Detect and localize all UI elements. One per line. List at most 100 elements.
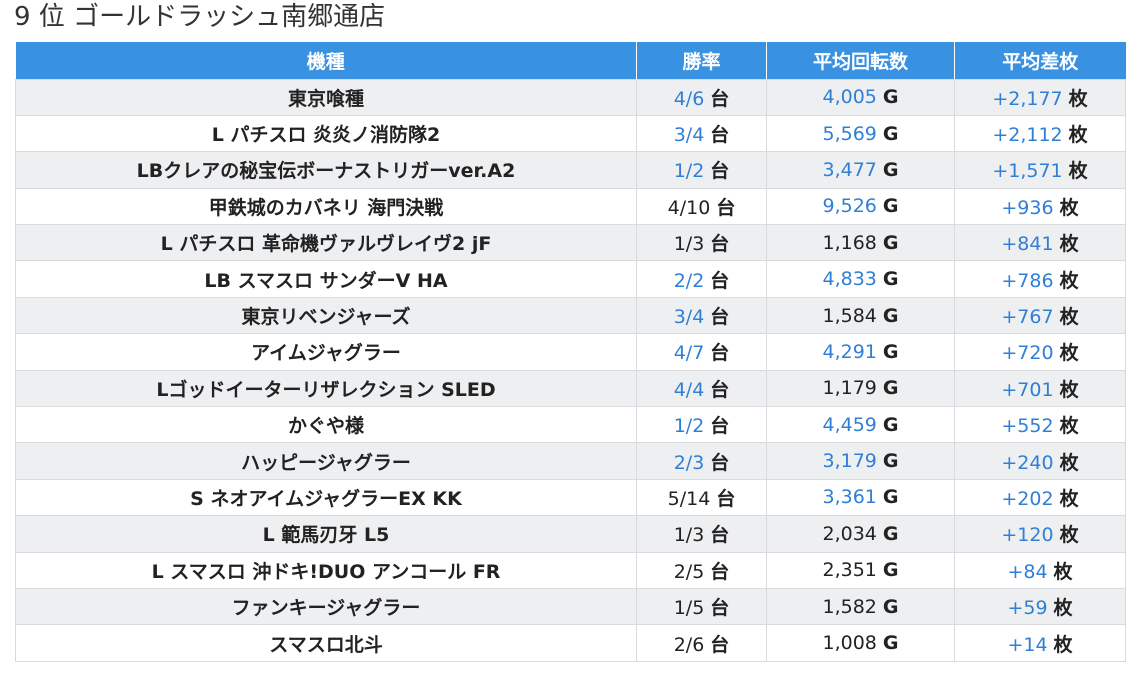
avg-diff-value[interactable]: +552	[1001, 415, 1054, 438]
machine-name-cell: かぐや様	[15, 406, 637, 444]
win-rate-value[interactable]: 4/7	[673, 342, 705, 365]
machine-name-cell: スマスロ北斗	[15, 624, 637, 662]
win-rate-value: 1/5	[673, 597, 705, 620]
machine-name[interactable]: スマスロ北斗	[269, 633, 383, 656]
machine-name[interactable]: かぐや様	[287, 415, 364, 438]
avg-diff-unit: 枚	[1068, 87, 1088, 110]
win-rate-value[interactable]: 4/6	[673, 87, 705, 110]
avg-spins-value[interactable]: 5,569	[822, 122, 877, 145]
avg-spins-value[interactable]: 3,361	[822, 486, 877, 509]
table-row[interactable]: ハッピージャグラー 2/3 台 3,179 G +240 枚	[15, 442, 1126, 480]
table-row[interactable]: L パチスロ 革命機ヴァルヴレイヴ2 jF 1/3 台 1,168 G +841 枚	[15, 224, 1126, 262]
machine-name[interactable]: LBクレアの秘宝伝ボーナストリガーver.A2	[136, 160, 516, 183]
win-rate-value[interactable]: 4/4	[673, 378, 705, 401]
avg-diff-cell: +202 枚	[954, 478, 1126, 517]
table-row[interactable]: かぐや様 1/2 台 4,459 G +552 枚	[15, 406, 1126, 444]
machine-name-cell: ファンキージャグラー	[15, 587, 637, 626]
table-row[interactable]: アイムジャグラー 4/7 台 4,291 G +720 枚	[15, 333, 1126, 371]
table-row[interactable]: Lゴッドイーターリザレクション SLED 4/4 台 1,179 G +701 枚	[15, 369, 1126, 408]
win-rate-value[interactable]: 3/4	[673, 306, 705, 329]
table-row[interactable]: LBクレアの秘宝伝ボーナストリガーver.A2 1/2 台 3,477 G +1,571 枚	[15, 151, 1126, 189]
avg-diff-value[interactable]: +1,571	[992, 160, 1063, 183]
avg-diff-cell: +2,112 枚	[954, 114, 1126, 153]
machine-name-cell: 東京喰種	[15, 78, 637, 116]
avg-spins-unit: G	[882, 231, 899, 254]
avg-spins-unit: G	[882, 522, 899, 545]
machine-name[interactable]: LB スマスロ サンダーV HA	[204, 269, 448, 292]
avg-diff-value[interactable]: +767	[1001, 306, 1054, 329]
table-row[interactable]: L パチスロ 炎炎ノ消防隊2 3/4 台 5,569 G +2,112 枚	[15, 114, 1126, 153]
header-machine: 機種	[15, 42, 637, 79]
machine-name[interactable]: S ネオアイムジャグラーEX KK	[190, 487, 462, 510]
avg-spins-value[interactable]: 4,833	[822, 268, 877, 291]
machine-name[interactable]: L パチスロ 炎炎ノ消防隊2	[211, 124, 441, 147]
table-row[interactable]: スマスロ北斗 2/6 台 1,008 G +14 枚	[15, 624, 1126, 662]
table-row[interactable]: LB スマスロ サンダーV HA 2/2 台 4,833 G +786 枚	[15, 260, 1126, 298]
table-row[interactable]: L 範馬刃牙 L5 1/3 台 2,034 G +120 枚	[15, 515, 1126, 553]
avg-diff-value[interactable]: +841	[1001, 233, 1054, 256]
avg-spins-value: 1,168	[822, 231, 877, 254]
avg-diff-cell: +2,177 枚	[954, 78, 1126, 116]
avg-diff-value[interactable]: +2,177	[992, 87, 1063, 110]
win-rate-unit: 台	[710, 633, 730, 656]
machine-name[interactable]: L スマスロ 沖ドキ!DUO アンコール FR	[151, 560, 501, 583]
table-row[interactable]: 東京喰種 4/6 台 4,005 G +2,177 枚	[15, 78, 1126, 116]
machine-name[interactable]: 甲鉄城のカバネリ 海門決戦	[208, 196, 444, 219]
avg-spins-value[interactable]: 4,459	[822, 413, 877, 436]
win-rate-value[interactable]: 3/4	[673, 124, 705, 147]
win-rate-cell: 1/5 台	[636, 587, 767, 626]
avg-diff-value[interactable]: +202	[1001, 487, 1054, 510]
win-rate-value[interactable]: 2/3	[673, 451, 705, 474]
avg-diff-value[interactable]: +2,112	[992, 124, 1063, 147]
win-rate-value[interactable]: 1/2	[673, 160, 705, 183]
avg-diff-value[interactable]: +786	[1001, 269, 1054, 292]
win-rate-unit: 台	[710, 415, 730, 438]
header-avg-spins: 平均回転数	[766, 42, 955, 79]
win-rate-value[interactable]: 2/2	[673, 269, 705, 292]
table-row[interactable]: ファンキージャグラー 1/5 台 1,582 G +59 枚	[15, 587, 1126, 626]
avg-spins-value[interactable]: 4,291	[822, 340, 877, 363]
avg-spins-value[interactable]: 9,526	[822, 195, 877, 218]
avg-spins-unit: G	[882, 304, 899, 327]
avg-diff-value[interactable]: +59	[1007, 597, 1048, 620]
machine-name[interactable]: 東京喰種	[287, 87, 364, 110]
table-row[interactable]: 東京リベンジャーズ 3/4 台 1,584 G +767 枚	[15, 296, 1126, 335]
machine-name[interactable]: Lゴッドイーターリザレクション SLED	[156, 378, 496, 401]
win-rate-value: 5/14	[667, 487, 711, 510]
avg-diff-value[interactable]: +84	[1007, 560, 1048, 583]
win-rate-value[interactable]: 1/2	[673, 415, 705, 438]
table-row[interactable]: 甲鉄城のカバネリ 海門決戦 4/10 台 9,526 G +936 枚	[15, 187, 1126, 226]
machine-name-cell: Lゴッドイーターリザレクション SLED	[15, 369, 637, 408]
machine-name[interactable]: ファンキージャグラー	[231, 597, 421, 620]
machine-name[interactable]: ハッピージャグラー	[241, 451, 411, 474]
avg-spins-value[interactable]: 3,477	[822, 158, 877, 181]
table-row[interactable]: S ネオアイムジャグラーEX KK 5/14 台 3,361 G +202 枚	[15, 478, 1126, 517]
avg-diff-cell: +552 枚	[954, 406, 1126, 444]
win-rate-value: 4/10	[667, 196, 711, 219]
win-rate-unit: 台	[710, 524, 730, 547]
avg-spins-cell: 1,008 G	[766, 624, 955, 662]
avg-spins-unit: G	[882, 450, 899, 473]
machine-name[interactable]: アイムジャグラー	[251, 342, 401, 365]
machine-name-cell: 東京リベンジャーズ	[15, 296, 637, 335]
avg-diff-unit: 枚	[1059, 269, 1079, 292]
win-rate-cell: 4/6 台	[636, 78, 767, 116]
table-row[interactable]: L スマスロ 沖ドキ!DUO アンコール FR 2/5 台 2,351 G +84 枚	[15, 551, 1126, 589]
machine-name[interactable]: L パチスロ 革命機ヴァルヴレイヴ2 jF	[160, 233, 492, 256]
machine-name[interactable]: 東京リベンジャーズ	[241, 306, 411, 329]
avg-diff-value[interactable]: +14	[1007, 633, 1048, 656]
avg-spins-cell: 4,005 G	[766, 78, 955, 116]
avg-diff-unit: 枚	[1059, 415, 1079, 438]
win-rate-unit: 台	[710, 342, 730, 365]
win-rate-cell: 3/4 台	[636, 296, 767, 335]
avg-spins-value[interactable]: 4,005	[822, 86, 877, 109]
avg-diff-value[interactable]: +120	[1001, 524, 1054, 547]
avg-diff-value[interactable]: +720	[1001, 342, 1054, 365]
avg-diff-value[interactable]: +701	[1001, 378, 1054, 401]
win-rate-unit: 台	[710, 560, 730, 583]
avg-spins-value[interactable]: 3,179	[822, 450, 877, 473]
avg-spins-unit: G	[882, 632, 899, 655]
avg-diff-value[interactable]: +240	[1001, 451, 1054, 474]
avg-diff-value[interactable]: +936	[1001, 196, 1054, 219]
machine-name[interactable]: L 範馬刃牙 L5	[262, 524, 390, 547]
